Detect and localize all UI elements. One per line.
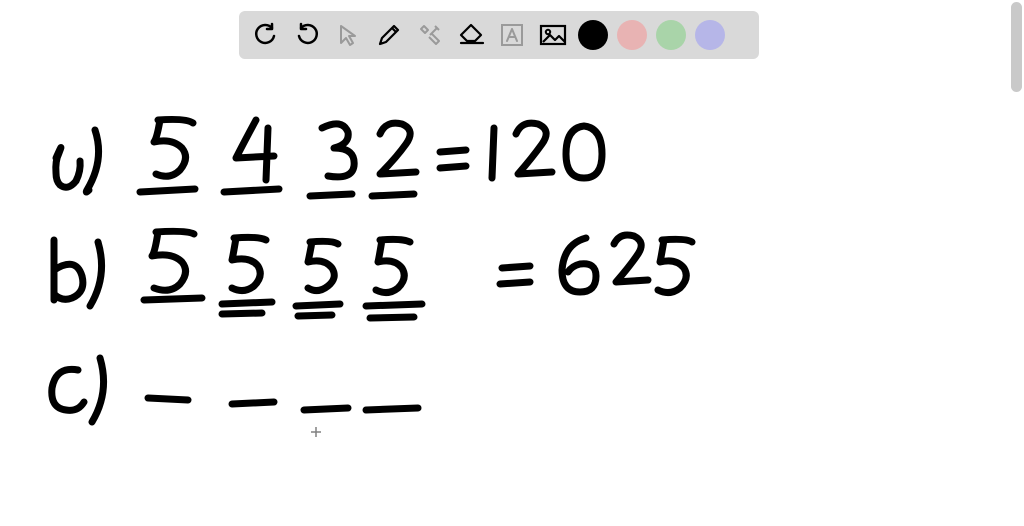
- handwriting-layer: [0, 0, 1024, 526]
- whiteboard-canvas[interactable]: [0, 0, 1024, 526]
